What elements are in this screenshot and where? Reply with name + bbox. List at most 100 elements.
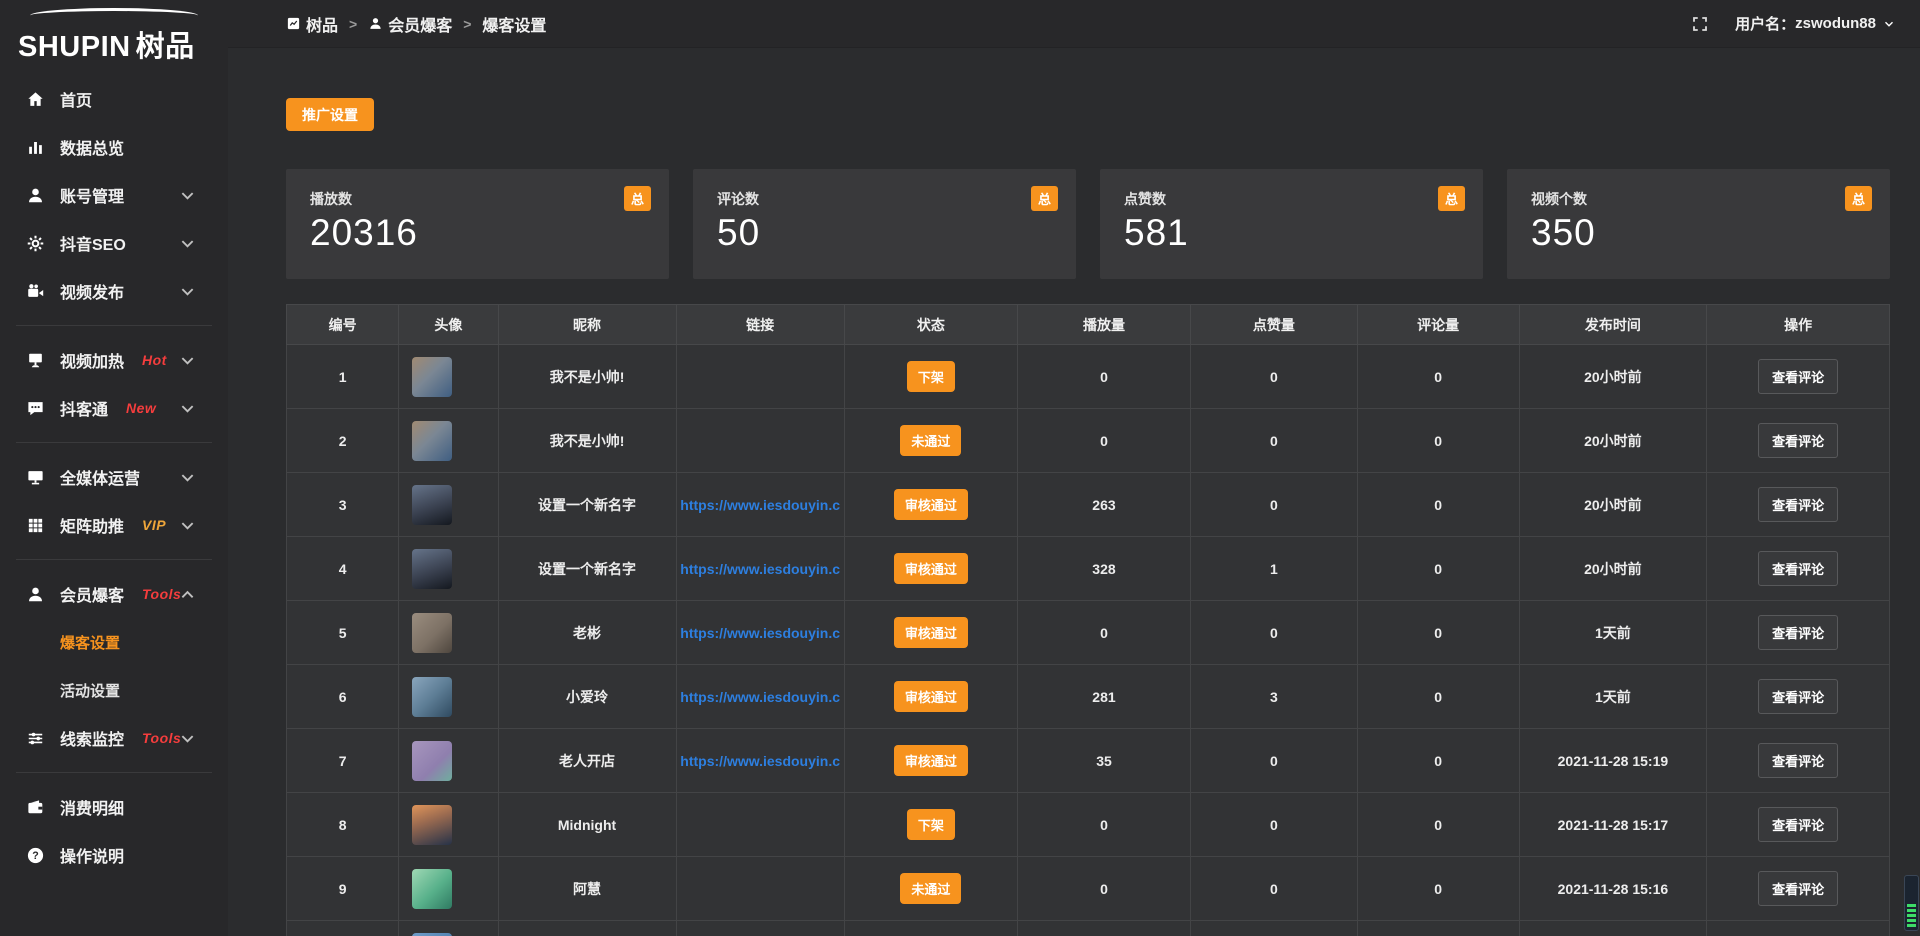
sidebar-subitem-baoke-setting[interactable]: 爆客设置 [60, 634, 121, 652]
logo: SHUPIN 树品 [0, 0, 228, 69]
view-comments-button[interactable]: 查看评论 [1758, 807, 1839, 842]
breadcrumb-label: 爆客设置 [482, 17, 547, 35]
sidebar-item-consume-detail[interactable]: 消费明细 [0, 783, 228, 831]
sidebar-item-label: 账号管理 [60, 189, 125, 206]
sidebar-item-home[interactable]: 首页 [0, 75, 228, 123]
video-link[interactable]: https://www.iesdouyin.c [680, 752, 841, 769]
video-link[interactable]: https://www.iesdouyin.c [680, 624, 841, 641]
avatar [412, 484, 453, 525]
cell-avatar [398, 408, 499, 473]
breadcrumb-item-0[interactable]: 树品 [286, 12, 338, 36]
video-link[interactable]: https://www.iesdouyin.c [680, 496, 841, 513]
sidebar-item-label: 会员爆客 [60, 588, 125, 605]
cell-time: 2021-11-28 15:17 [1518, 792, 1708, 857]
table-row: 3 设置一个新名字 https://www.iesdouyin.c 审核通过 263 0 0… [285, 472, 1890, 537]
sidebar-item-operation-guide[interactable]: ? 操作说明 [0, 831, 228, 879]
column-header-4: 状态 [843, 304, 1018, 345]
cell-likes: 0 [1190, 856, 1358, 921]
cell-status: 审核通过 [843, 664, 1018, 729]
cell-comments: 0 [1356, 536, 1520, 601]
sidebar-item-clue-monitor[interactable]: 线索监控 Tools [0, 714, 228, 762]
grid-icon [26, 516, 45, 535]
sidebar-item-douketong[interactable]: 抖客通 New [0, 384, 228, 432]
stat-card-value: 350 [1531, 212, 1596, 253]
cell-no: 6 [285, 664, 400, 729]
chevron-down-icon [178, 282, 197, 301]
sidebar-item-label: 视频发布 [60, 285, 125, 302]
cell-plays: 35 [1016, 728, 1192, 793]
cell-comments [1356, 920, 1520, 936]
sidebar-item-data-overview[interactable]: 数据总览 [0, 123, 228, 171]
view-comments-button[interactable]: 查看评论 [1758, 487, 1839, 522]
cell-no: 8 [285, 792, 400, 857]
breadcrumb-item-2[interactable]: 爆客设置 [482, 12, 546, 36]
cell-no [285, 920, 400, 936]
cell-action: 查看评论 [1706, 344, 1890, 409]
sidebar-item-label: 视频加热 [60, 354, 125, 371]
cell-avatar [398, 472, 499, 537]
view-comments-button[interactable]: 查看评论 [1758, 679, 1839, 714]
stat-card-label: 播放数 [310, 191, 352, 207]
sidebar-item-video-heat[interactable]: 视频加热 Hot [0, 336, 228, 384]
logo-text-en: SHUPIN [18, 31, 131, 63]
view-comments-button[interactable]: 查看评论 [1758, 871, 1839, 906]
logo-text: SHUPIN 树品 [14, 23, 214, 65]
avatar [412, 676, 453, 717]
cell-plays: 263 [1016, 472, 1192, 537]
sliders-icon [26, 729, 45, 748]
view-comments-button[interactable]: 查看评论 [1758, 743, 1839, 778]
cell-link: https://www.iesdouyin.c [675, 600, 845, 665]
cell-no: 9 [285, 856, 400, 921]
user-menu[interactable]: 用户名： zswodun88 [1735, 13, 1896, 34]
screen-icon [26, 351, 45, 370]
promo-settings-button[interactable]: 推广设置 [286, 98, 374, 131]
fullscreen-icon[interactable] [1691, 15, 1709, 33]
cell-nickname: 我不是小帅! [497, 344, 677, 409]
view-comments-button[interactable]: 查看评论 [1758, 423, 1839, 458]
table-row: 7 老人开店 https://www.iesdouyin.c 审核通过 35 0 0 2021… [285, 728, 1890, 793]
video-link[interactable]: https://www.iesdouyin.c [680, 560, 841, 577]
status-badge: 审核通过 [893, 553, 968, 584]
cell-link [675, 408, 845, 473]
sidebar-divider [16, 559, 212, 560]
column-header-2: 昵称 [497, 304, 677, 345]
cell-likes: 0 [1190, 600, 1358, 665]
cell-likes: 0 [1190, 472, 1358, 537]
sidebar-item-member-baoke[interactable]: 会员爆客 Tools [0, 570, 228, 618]
table-row: 5 老彬 https://www.iesdouyin.c 审核通过 0 0 0 1天前 查看评论 [285, 600, 1890, 665]
cell-nickname: 设置一个新名字 [497, 536, 677, 601]
view-comments-button[interactable]: 查看评论 [1758, 615, 1839, 650]
breadcrumb-item-1[interactable]: 会员爆客 [368, 12, 452, 36]
video-link[interactable]: https://www.iesdouyin.c [680, 688, 841, 705]
breadcrumb-label: 会员爆客 [388, 17, 453, 35]
sidebar-item-matrix-boost[interactable]: 矩阵助推 VIP [0, 501, 228, 549]
chevron-down-icon [1882, 17, 1896, 31]
sidebar-item-media-operation[interactable]: 全媒体运营 [0, 453, 228, 501]
dashboard-icon [286, 16, 301, 31]
sidebar-subitem-activity-setting[interactable]: 活动设置 [60, 682, 121, 700]
cell-plays: 0 [1016, 344, 1192, 409]
sidebar-divider [16, 442, 212, 443]
stat-card-plays: 播放数 20316 总 [286, 169, 669, 279]
chevron-down-icon [178, 399, 197, 418]
sidebar-item-video-publish[interactable]: 视频发布 [0, 267, 228, 315]
cell-action: 查看评论 [1706, 792, 1890, 857]
cell-time: 1天前 [1518, 664, 1708, 729]
cell-likes: 3 [1190, 664, 1358, 729]
stat-card-label: 评论数 [717, 191, 759, 207]
sidebar-item-label: 抖音SEO [60, 237, 126, 254]
total-badge: 总 [1030, 186, 1058, 211]
table-row: 6 小爱玲 https://www.iesdouyin.c 审核通过 281 3 0 1天前 查… [285, 664, 1890, 729]
sidebar-item-label: 全媒体运营 [60, 471, 141, 488]
status-badge: 审核通过 [893, 681, 968, 712]
view-comments-button[interactable]: 查看评论 [1758, 551, 1839, 586]
cell-no: 3 [285, 472, 400, 537]
sidebar-item-douyin-seo[interactable]: 抖音SEO [0, 219, 228, 267]
cell-nickname: 设置一个新名字 [497, 472, 677, 537]
cell-nickname: 老人开店 [497, 728, 677, 793]
widget-bar [1907, 904, 1916, 907]
view-comments-button[interactable]: 查看评论 [1758, 359, 1839, 394]
sidebar-item-account-manage[interactable]: 账号管理 [0, 171, 228, 219]
stat-card-value: 50 [717, 212, 761, 253]
